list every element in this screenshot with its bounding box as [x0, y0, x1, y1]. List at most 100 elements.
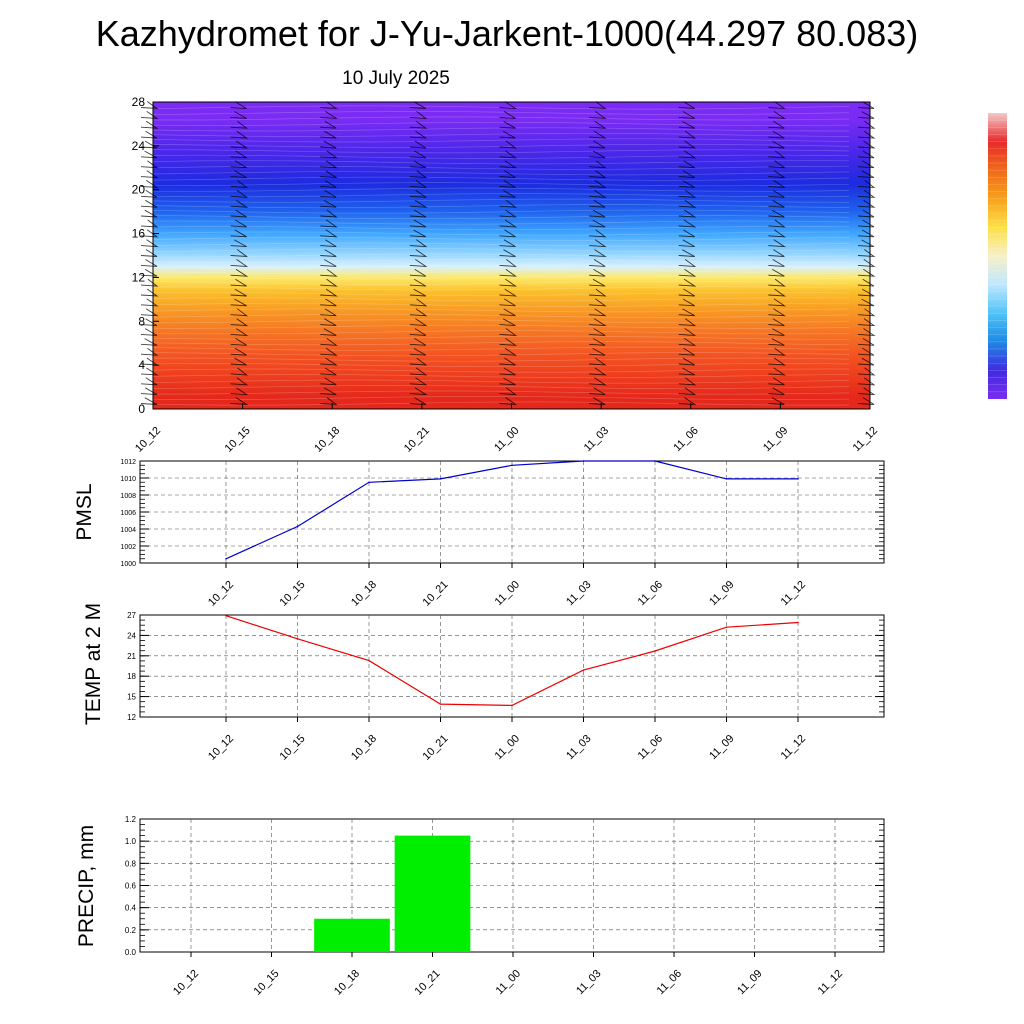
wind-barb — [589, 348, 606, 356]
wind-barb — [499, 170, 516, 179]
wind-barb — [409, 387, 428, 396]
wind-barb — [857, 338, 875, 346]
wind-barb — [140, 377, 158, 386]
wind-barb — [678, 328, 697, 336]
wind-barb — [230, 120, 249, 129]
wind-barb — [768, 101, 786, 110]
contour-line — [152, 385, 850, 390]
wind-barb — [320, 239, 337, 248]
wind-barb — [678, 170, 695, 179]
wind-barb — [320, 140, 337, 149]
contour-line — [152, 220, 850, 225]
x-tick-label: 11_00 — [494, 968, 524, 998]
wind-barb — [499, 160, 518, 169]
y-tick-label: 24 — [127, 631, 136, 640]
wind-barb — [320, 111, 338, 119]
data-point — [439, 478, 442, 480]
wind-barb — [857, 367, 876, 376]
wind-barb — [320, 120, 337, 129]
contour-line — [152, 154, 850, 159]
wind-barb — [409, 239, 428, 248]
wind-barb — [589, 308, 607, 317]
wind-barb — [409, 219, 427, 228]
wind-barb — [857, 101, 875, 109]
y-tick-label: 1004 — [120, 527, 136, 534]
x-tick-label: 10_21 — [413, 968, 443, 998]
wind-barb — [140, 338, 158, 346]
wind-barb — [678, 259, 697, 267]
wind-barb — [230, 347, 247, 356]
wind-barb — [678, 219, 697, 228]
wind-barb — [857, 397, 875, 405]
wind-barb — [589, 318, 607, 327]
contour-line — [152, 116, 850, 121]
wind-barb — [230, 130, 249, 139]
wind-barb — [589, 278, 606, 287]
contour-line — [152, 297, 850, 302]
wind-barb — [320, 190, 337, 198]
wind-barb — [678, 130, 697, 139]
wind-barb — [768, 199, 785, 208]
wind-barb — [589, 219, 606, 228]
wind-barb — [589, 397, 606, 405]
data-point — [439, 703, 442, 705]
wind-barb — [678, 308, 695, 317]
wind-barb — [857, 199, 876, 208]
wind-barb — [768, 347, 786, 356]
wind-barb — [589, 111, 607, 119]
wind-barb — [230, 239, 247, 248]
wind-barb — [857, 130, 876, 139]
x-tick-label: 10_12 — [206, 579, 236, 609]
contour-line — [152, 275, 850, 280]
data-point — [368, 659, 370, 662]
wind-barb — [589, 387, 606, 396]
wind-barb — [678, 229, 695, 238]
y-tick-label: 16 — [132, 227, 146, 241]
wind-barb — [140, 288, 159, 297]
wind-barb — [230, 268, 249, 277]
x-tick-label: 11_00 — [493, 579, 523, 609]
wind-barb — [320, 298, 337, 307]
contour-line — [152, 341, 850, 346]
wind-barb — [768, 357, 786, 366]
y-tick-label: 27 — [127, 611, 136, 620]
wind-barb — [589, 180, 607, 188]
wind-barb — [857, 328, 876, 336]
wind-barb — [140, 180, 159, 188]
wind-barb — [768, 269, 785, 277]
wind-barb — [140, 219, 159, 228]
wind-barb — [678, 347, 695, 356]
wind-barb — [140, 318, 158, 327]
wind-barb — [678, 180, 695, 188]
wind-barb — [230, 318, 249, 327]
wind-barb — [230, 397, 249, 406]
wind-barb — [589, 199, 606, 208]
wind-barb — [230, 338, 247, 346]
contour-line — [152, 313, 850, 318]
wind-barb — [589, 338, 606, 346]
wind-barb — [409, 397, 427, 405]
wind-barb — [768, 308, 787, 317]
wind-barb — [320, 130, 337, 139]
wind-barb — [768, 278, 786, 287]
wind-barb — [409, 259, 428, 267]
wind-barb — [140, 397, 158, 405]
wind-barb — [230, 387, 249, 396]
contour-line — [152, 357, 850, 362]
contour-line — [152, 330, 850, 335]
wind-barb — [230, 288, 247, 297]
contour-line — [152, 143, 850, 148]
wind-barb — [768, 170, 786, 179]
contour-line — [152, 242, 850, 247]
wind-barb — [320, 209, 338, 218]
wind-barb — [409, 170, 428, 179]
wind-barb — [409, 318, 428, 327]
wind-barb — [499, 130, 516, 139]
contour-line — [152, 324, 850, 329]
wind-barb — [320, 357, 338, 366]
x-tick-label: 11_12 — [851, 425, 881, 455]
wind-barb — [589, 130, 607, 139]
wind-barb — [230, 199, 249, 208]
wind-barb — [857, 308, 876, 317]
